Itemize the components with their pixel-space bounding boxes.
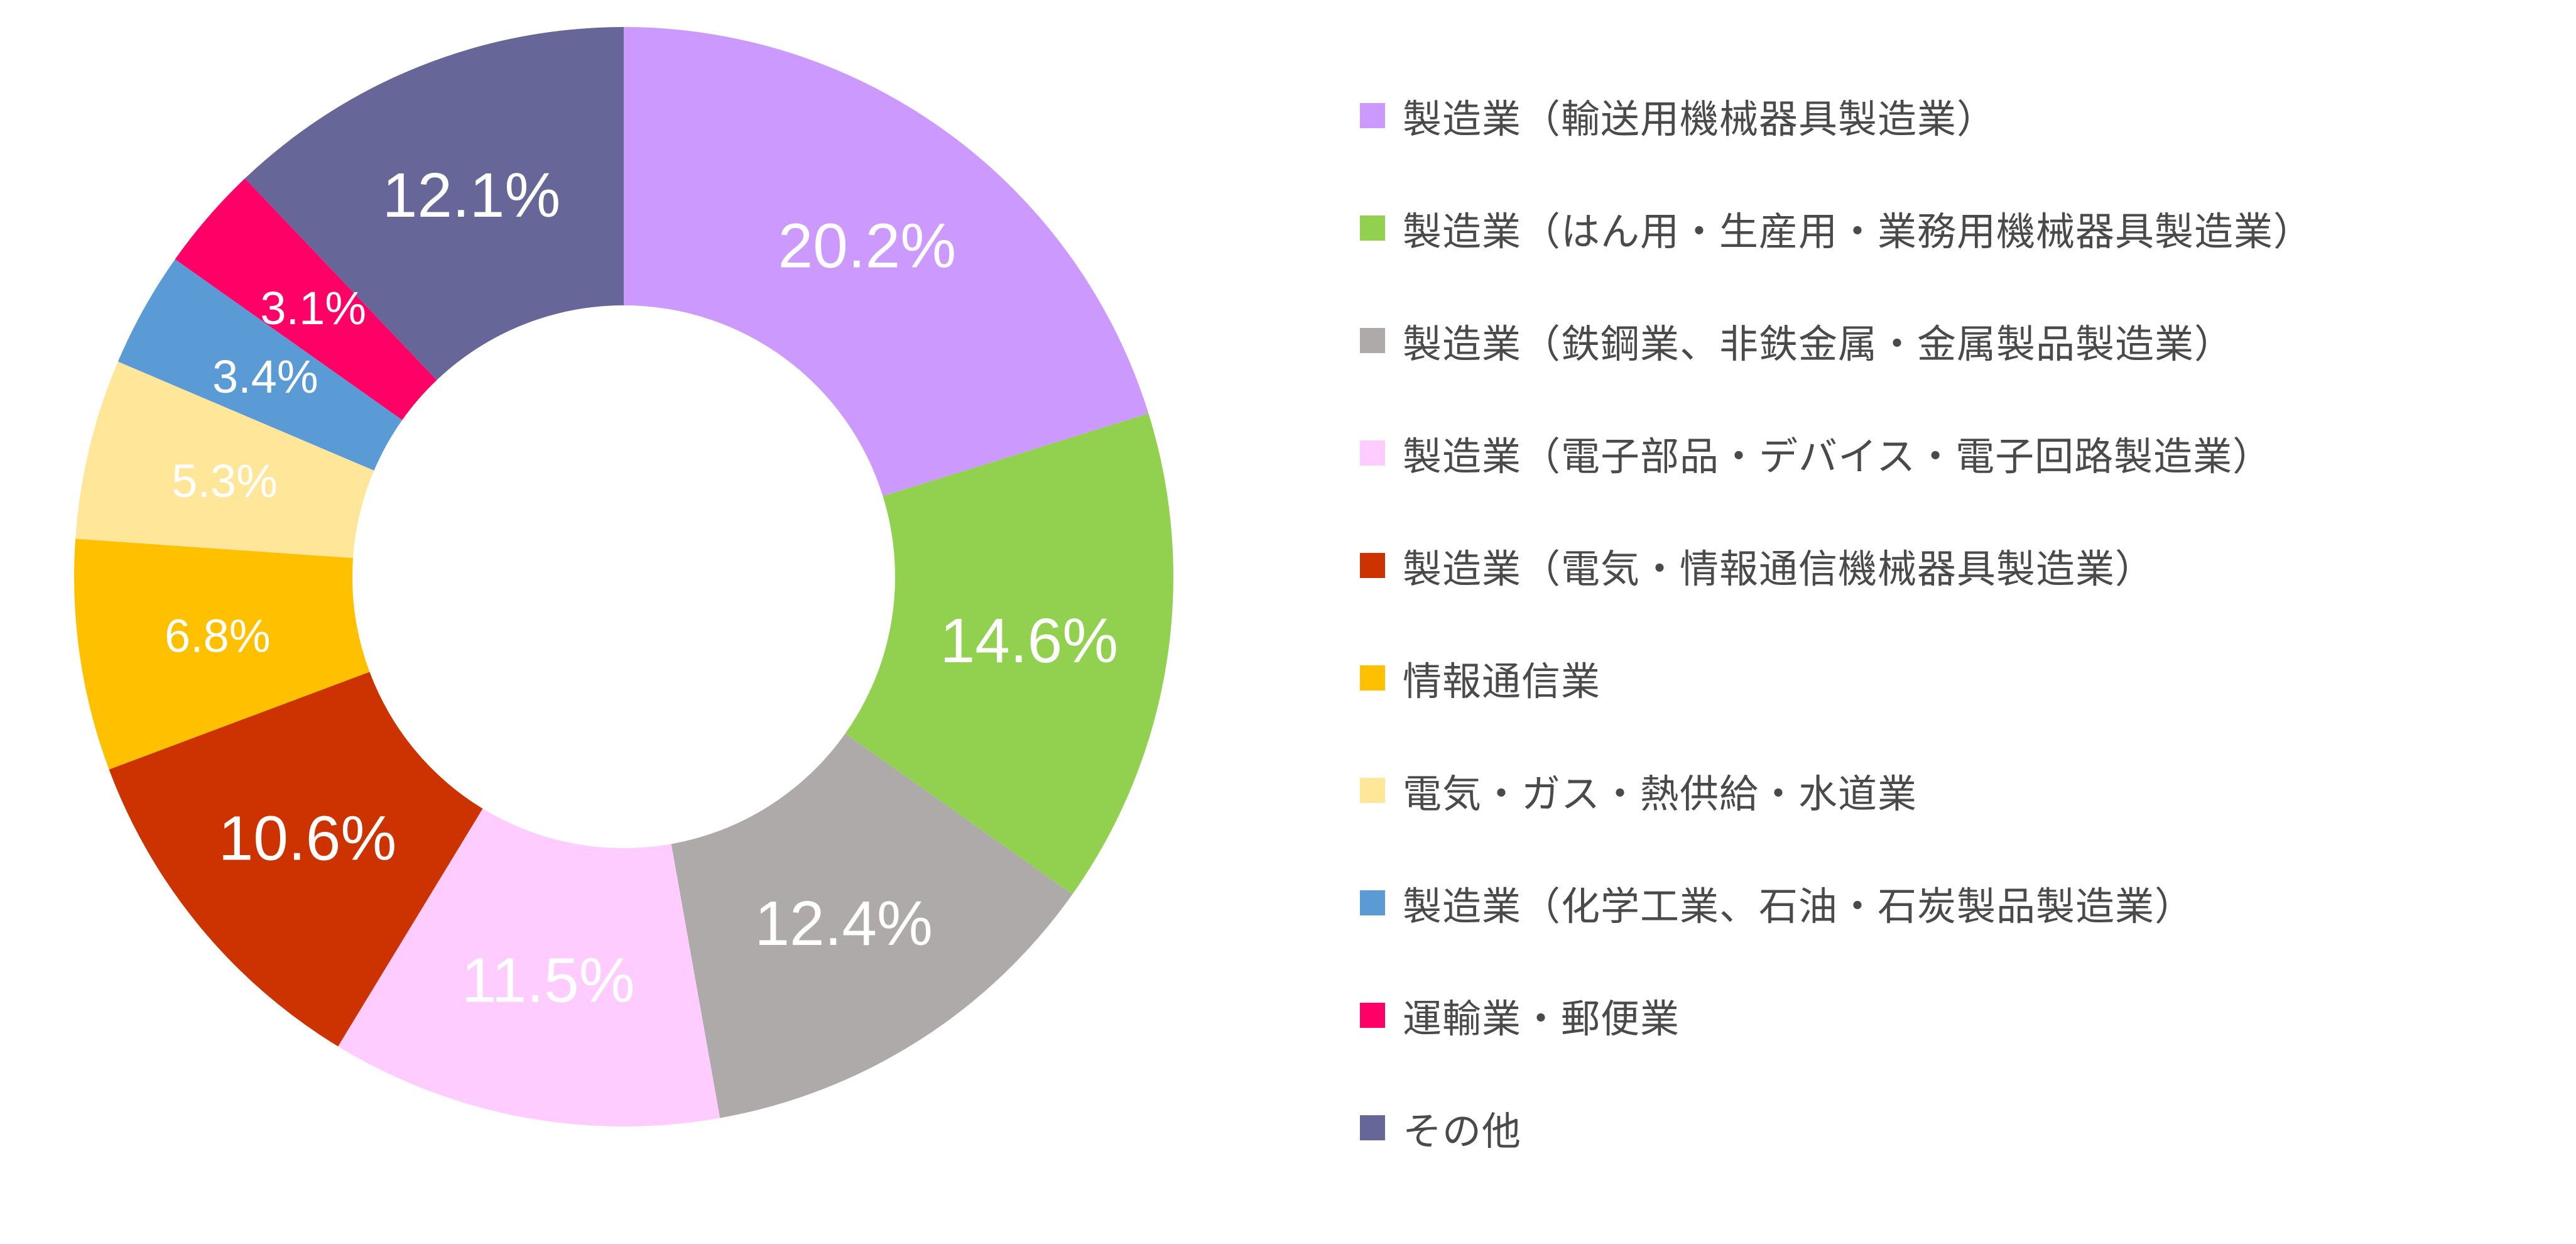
slice-value-label: 14.6% — [940, 606, 1119, 676]
legend-item: その他 — [1360, 1090, 1521, 1165]
slice-value-label: 6.8% — [165, 610, 271, 662]
donut-slice — [245, 27, 624, 380]
donut-slice — [74, 538, 370, 770]
slice-value-label: 20.2% — [778, 211, 957, 281]
legend-label: 情報通信業 — [1403, 658, 1601, 704]
legend-label: その他 — [1403, 1108, 1522, 1154]
legend-swatch — [1360, 1003, 1385, 1028]
donut-slice — [109, 672, 483, 1047]
legend-swatch — [1360, 553, 1385, 578]
legend-swatch — [1360, 103, 1385, 128]
legend-label: 製造業（電子部品・デバイス・電子回路製造業） — [1403, 434, 2273, 479]
donut-slice — [338, 809, 720, 1127]
slices-group — [74, 27, 1173, 1127]
donut-slice — [671, 733, 1073, 1118]
legend-swatch — [1360, 778, 1385, 803]
legend-label: 製造業（電気・情報通信機械器具製造業） — [1403, 546, 2155, 592]
donut-slice — [624, 27, 1149, 496]
legend-item: 製造業（鉄鋼業、非鉄金属・金属製品製造業） — [1360, 303, 2234, 378]
legend-item: 運輸業・郵便業 — [1360, 978, 1680, 1053]
donut-slice — [175, 178, 437, 420]
legend-swatch — [1360, 1115, 1385, 1140]
slice-value-label: 12.1% — [383, 160, 561, 231]
donut-slice — [75, 361, 374, 559]
slice-value-label: 12.4% — [754, 888, 933, 959]
legend-item: 製造業（電気・情報通信機械器具製造業） — [1360, 528, 2155, 603]
legend-label: 電気・ガス・熱供給・水道業 — [1403, 771, 1918, 817]
donut-slice — [117, 259, 403, 471]
slice-value-label: 10.6% — [219, 804, 397, 874]
slice-value-label: 3.1% — [260, 282, 366, 334]
slice-value-label: 3.4% — [212, 351, 318, 403]
legend-item: 製造業（はん用・生産用・業務用機械器具製造業） — [1360, 190, 2313, 266]
slice-value-label: 11.5% — [462, 945, 635, 1015]
legend-item: 製造業（電子部品・デバイス・電子回路製造業） — [1360, 415, 2272, 491]
legend-swatch — [1360, 216, 1385, 241]
data-labels-group: 20.2% 14.6% 12.4% 11.5% 10.6% 6.8% 5.3% 3.4% 3.1… — [165, 160, 1118, 1015]
legend-swatch — [1360, 440, 1385, 466]
slice-value-label: 5.3% — [171, 455, 278, 507]
legend-item: 製造業（化学工業、石油・石炭製品製造業） — [1360, 865, 2194, 941]
legend-swatch — [1360, 890, 1385, 915]
legend-label: 製造業（化学工業、石油・石炭製品製造業） — [1403, 883, 2195, 929]
legend-label: 運輸業・郵便業 — [1403, 996, 1680, 1042]
legend-swatch — [1360, 328, 1385, 353]
donut-slice — [845, 413, 1173, 895]
legend-label: 製造業（はん用・生産用・業務用機械器具製造業） — [1403, 209, 2313, 254]
legend-item: 情報通信業 — [1360, 640, 1600, 716]
legend-label: 製造業（輸送用機械器具製造業） — [1403, 96, 1997, 142]
legend-item: 電気・ガス・熱供給・水道業 — [1360, 753, 1917, 828]
legend-label: 製造業（鉄鋼業、非鉄金属・金属製品製造業） — [1403, 321, 2234, 367]
legend-item: 製造業（輸送用機械器具製造業） — [1360, 78, 1996, 153]
legend-swatch — [1360, 665, 1385, 690]
